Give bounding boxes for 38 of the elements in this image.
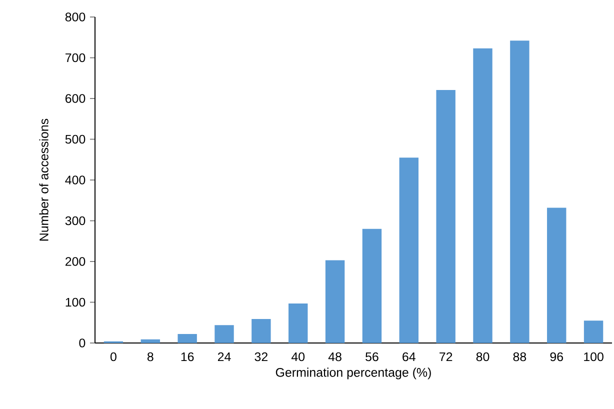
bar xyxy=(436,90,456,343)
bar xyxy=(510,40,530,343)
y-tick-label: 400 xyxy=(65,176,86,184)
x-tick-label: 64 xyxy=(402,352,416,362)
bar xyxy=(252,318,271,343)
x-axis-title: Germination percentage (%) xyxy=(276,368,431,380)
bar xyxy=(140,339,160,343)
y-tick-label: 300 xyxy=(65,216,86,226)
x-tick-label: 8 xyxy=(147,352,154,362)
y-axis-title: Number of accessions xyxy=(39,118,48,241)
bar xyxy=(399,158,418,343)
x-tick-label: 0 xyxy=(110,352,116,362)
x-tick-label: 56 xyxy=(366,352,378,362)
bar xyxy=(362,228,382,343)
x-tick-label: 32 xyxy=(254,352,268,362)
bar xyxy=(584,320,604,343)
x-tick-label: 16 xyxy=(181,352,194,362)
x-tick-label: 40 xyxy=(291,352,305,362)
x-tick-label: 80 xyxy=(476,352,490,362)
bar xyxy=(547,208,566,343)
x-tick-label: 88 xyxy=(513,352,526,362)
y-tick-label: 0 xyxy=(79,338,86,348)
y-tick-label: 800 xyxy=(65,12,86,22)
x-tick-label: 48 xyxy=(328,352,342,362)
bar xyxy=(473,48,492,343)
y-tick-label: 600 xyxy=(66,94,86,103)
bar xyxy=(214,325,234,343)
x-tick-label: 24 xyxy=(218,352,231,362)
y-tick-label: 200 xyxy=(66,257,86,266)
y-tick-label: 100 xyxy=(66,298,86,307)
bar xyxy=(178,334,197,343)
y-tick-label: 700 xyxy=(66,53,86,62)
y-tick-label: 500 xyxy=(65,134,86,144)
bar xyxy=(325,260,345,343)
bar xyxy=(288,303,308,343)
x-tick-label: 96 xyxy=(550,352,563,362)
x-tick-label: 100 xyxy=(584,352,604,362)
x-tick-label: 72 xyxy=(440,352,452,362)
